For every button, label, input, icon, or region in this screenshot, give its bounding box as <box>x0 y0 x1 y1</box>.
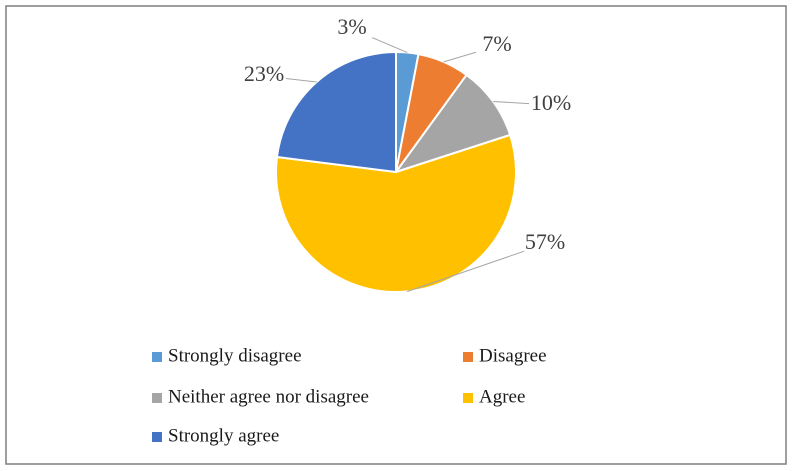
data-label: 23% <box>244 61 284 86</box>
legend-swatch <box>463 352 473 362</box>
pie-slice <box>393 73 512 174</box>
data-label: 3% <box>337 14 366 39</box>
leader-line <box>493 100 530 105</box>
legend-swatch <box>152 393 162 403</box>
legend-label: Disagree <box>479 345 547 366</box>
leader-line <box>372 37 408 53</box>
legend-swatch <box>463 393 473 403</box>
legend-label: Neither agree nor disagree <box>168 386 369 407</box>
leader-line <box>443 51 477 63</box>
legend-swatch <box>152 432 162 442</box>
leader-line <box>407 250 525 292</box>
legend-label: Strongly agree <box>168 425 279 446</box>
data-label: 10% <box>531 90 571 115</box>
leader-line <box>285 77 317 83</box>
data-label: 57% <box>525 229 565 254</box>
legend-swatch <box>152 352 162 362</box>
legend-label: Agree <box>479 386 525 407</box>
data-label: 7% <box>482 31 511 56</box>
legend-label: Strongly disagree <box>168 345 302 366</box>
pie-slice <box>275 50 397 174</box>
